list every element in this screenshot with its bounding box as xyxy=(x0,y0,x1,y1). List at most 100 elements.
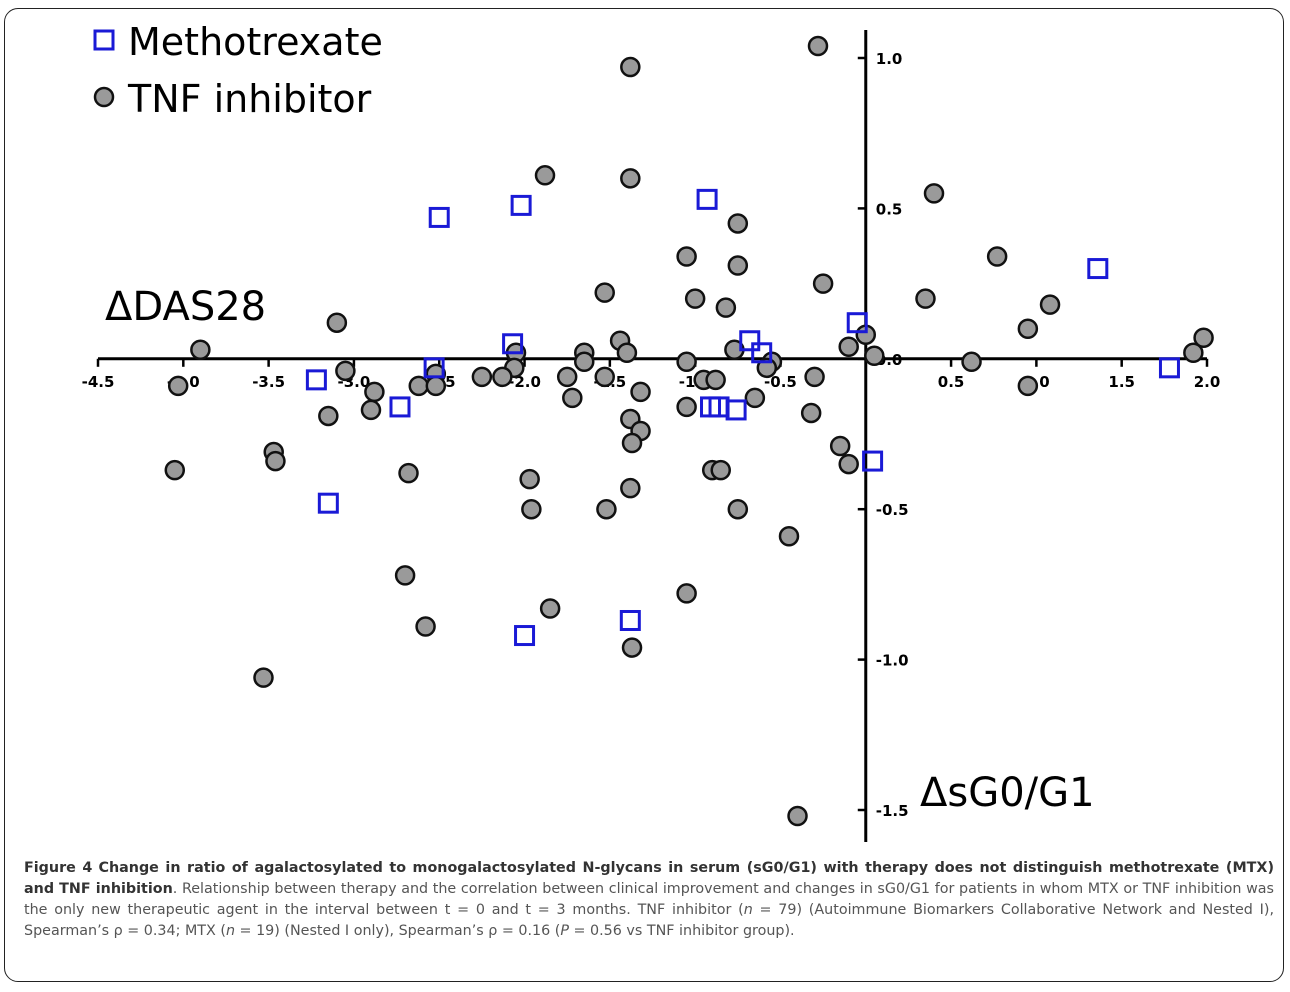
tnf-inhibitor-point xyxy=(471,366,493,388)
tnf-inhibitor-point xyxy=(556,366,578,388)
tnf-inhibitor-point xyxy=(594,282,615,303)
tnf-inhibitor-point xyxy=(756,357,778,379)
tnf-inhibitor-point xyxy=(335,360,356,382)
tnf-inhibitor-point xyxy=(812,273,834,294)
tnf-inhibitor-point xyxy=(415,616,436,637)
methotrexate-point xyxy=(1087,258,1109,280)
tnf-inhibitor-point xyxy=(408,375,430,397)
legend-tnf-marker xyxy=(93,86,115,108)
tnf-inhibitor-point xyxy=(1017,375,1039,397)
methotrexate-point xyxy=(619,609,641,631)
methotrexate-point xyxy=(510,194,532,216)
tnf-inhibitor-point xyxy=(838,336,859,358)
caption-text-2: = 79) (Autoimmune Biomarkers Collaborati… xyxy=(24,902,1274,939)
tnf-inhibitor-point xyxy=(167,375,189,397)
methotrexate-point xyxy=(862,450,884,472)
tnf-inhibitor-point xyxy=(616,342,638,364)
x-tick-label: -3.5 xyxy=(252,373,285,391)
y-axis-title: ΔDAS28 xyxy=(105,284,266,330)
tnf-inhibitor-point xyxy=(620,168,641,189)
tnf-inhibitor-point xyxy=(398,462,419,484)
y-tick-label: -1.0 xyxy=(876,652,909,670)
tnf-inhibitor-point xyxy=(1183,342,1204,364)
tnf-inhibitor-point xyxy=(787,805,808,827)
methotrexate-point xyxy=(751,342,773,364)
tnf-inhibitor-point xyxy=(1193,327,1214,348)
tnf-inhibitor-point xyxy=(521,498,542,520)
methotrexate-point xyxy=(846,312,868,334)
tnf-inhibitor-point xyxy=(1039,294,1061,315)
legend-methotrexate-label: Methotrexate xyxy=(128,20,383,64)
tnf-inhibitor-point xyxy=(425,375,447,397)
caption-figure-label: Figure 4 xyxy=(24,860,93,876)
figure-frame xyxy=(4,8,1284,982)
axes xyxy=(98,30,1207,842)
legend: Methotrexate TNF inhibitor xyxy=(93,20,383,121)
methotrexate-point xyxy=(696,188,718,210)
caption-n-tnf: n xyxy=(743,902,753,918)
tnf-inhibitor-point xyxy=(620,56,641,78)
legend-tnf-label: TNF inhibitor xyxy=(127,77,372,121)
tnf-inhibitor-point xyxy=(829,435,851,457)
methotrexate-point xyxy=(502,333,524,355)
x-tick-label: 1.5 xyxy=(1108,373,1135,391)
tnf-inhibitor-point xyxy=(574,351,595,373)
tnf-inhibitor-point xyxy=(807,35,829,57)
methotrexate-point xyxy=(423,357,445,379)
tnf-inhibitor-point xyxy=(715,297,737,318)
methotrexate-point xyxy=(739,330,761,352)
tnf-inhibitor-point xyxy=(492,366,513,388)
tnf-inhibitor-point xyxy=(534,165,556,186)
tnf-inhibitor-point xyxy=(986,246,1008,267)
tnf-inhibitor-point xyxy=(727,213,749,234)
tnf-inhibitor-point xyxy=(594,366,615,388)
methotrexate-point xyxy=(428,206,450,228)
tnf-inhibitor-point xyxy=(562,387,583,409)
tnf-inhibitor-point xyxy=(744,387,766,409)
tnf-inhibitor-point xyxy=(596,498,617,520)
figure-caption: Figure 4 Change in ratio of agalactosyla… xyxy=(24,858,1274,942)
tnf-inhibitor-point xyxy=(326,312,348,333)
tnf-inhibitor-point xyxy=(394,565,416,586)
tnf-inhibitor-point xyxy=(727,498,749,520)
tnf-inhibitor-point xyxy=(318,405,339,427)
caption-text-4: = 0.56 vs TNF inhibitor group). xyxy=(568,923,795,939)
tnf-inhibitor-point xyxy=(710,459,731,481)
methotrexate-point xyxy=(725,399,747,421)
tnf-inhibitor-point xyxy=(190,339,211,361)
tnf-inhibitor-point xyxy=(676,351,697,373)
tnf-inhibitor-point xyxy=(961,351,982,373)
tnf-inhibitor-point xyxy=(630,381,651,403)
tnf-inhibitor-point xyxy=(676,583,697,604)
x-ticks: -4.5-4.0-3.5-3.0-2.5-2.0-1.5-1.0-0.50.51… xyxy=(82,358,1221,391)
x-axis-title: ΔsG0/G1 xyxy=(920,770,1095,816)
tnf-inhibitor-point xyxy=(621,432,643,454)
caption-text-3: = 19) (Nested I only), Spearman’s ρ = 0.… xyxy=(235,923,561,939)
tnf-inhibitor-point xyxy=(1017,318,1039,339)
y-tick-label: 1.0 xyxy=(876,50,903,68)
tnf-inhibitor-point xyxy=(864,345,885,367)
tnf-inhibitor-point xyxy=(838,453,859,475)
tnf-inhibitor-point xyxy=(620,477,641,499)
tnf-inhibitor-point xyxy=(364,381,385,403)
tnf-inhibitor-point xyxy=(727,255,749,276)
tnf-inhibitor-point xyxy=(915,288,936,309)
tnf-inhibitor-point xyxy=(705,369,726,391)
methotrexate-point xyxy=(317,492,339,514)
methotrexate-point xyxy=(1158,357,1180,379)
caption-bold-title: Change in ratio of agalactosylated to mo… xyxy=(24,860,1274,897)
x-tick-label: 2.0 xyxy=(1194,373,1221,391)
y-tick-label: -1.5 xyxy=(876,802,909,820)
tnf-inhibitor-point xyxy=(519,468,540,490)
tnf-inhibitor-point xyxy=(539,598,561,619)
tnf-inhibitor-point xyxy=(800,402,822,424)
caption-p: P xyxy=(560,923,569,939)
y-ticks: -1.5-1.0-0.50.00.51.0 xyxy=(857,50,909,820)
tnf-inhibitor-point xyxy=(164,459,186,481)
methotrexate-point xyxy=(305,369,327,391)
data-markers xyxy=(164,35,1214,827)
tnf-inhibitor-point xyxy=(923,183,945,204)
tnf-inhibitor-point xyxy=(265,450,286,472)
tnf-inhibitor-point xyxy=(676,396,697,418)
x-tick-label: -0.5 xyxy=(764,373,797,391)
